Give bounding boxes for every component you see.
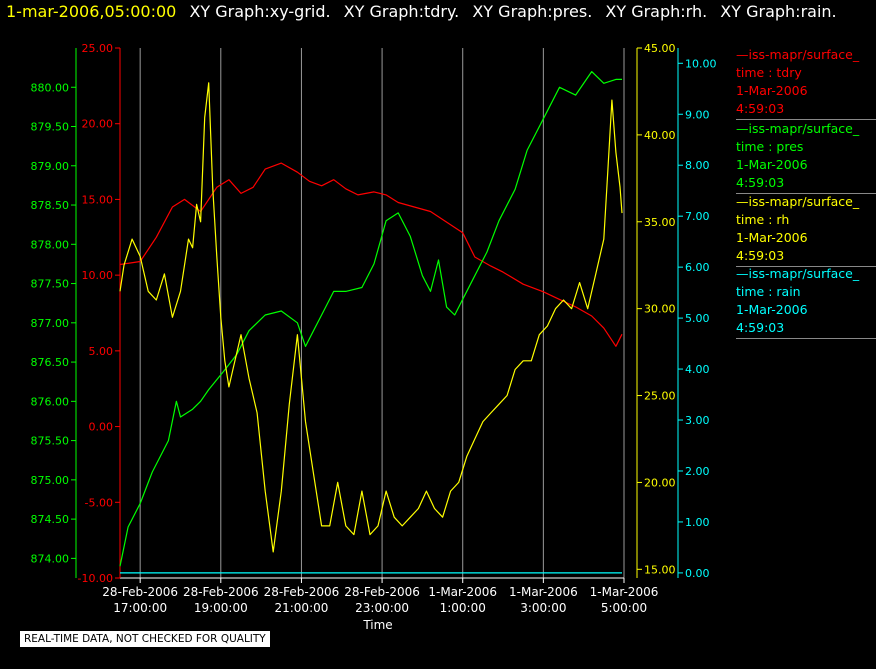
pres-tick-label: 879.50 — [31, 121, 70, 134]
pres-tick-label: 875.00 — [31, 474, 70, 487]
pres-tick-label: 876.00 — [31, 395, 70, 408]
series-tdry-line — [119, 162, 623, 347]
chart-header: 1-mar-2006,05:00:00 XY Graph:xy-grid. XY… — [6, 2, 837, 21]
pres-tick-label: 874.00 — [31, 552, 70, 565]
header-graph-rh: XY Graph:rh. — [605, 2, 708, 21]
rain-tick-label: 5.00 — [685, 312, 710, 325]
rh-tick-label: 15.00 — [644, 563, 676, 576]
pres-tick-label: 880.00 — [31, 81, 70, 94]
tdry-tick-label: 10.00 — [82, 269, 114, 282]
x-tick-label: 19:00:00 — [194, 601, 248, 615]
header-graph-tdry: XY Graph:tdry. — [343, 2, 460, 21]
rain-tick-label: 8.00 — [685, 159, 710, 172]
legend-var: time : rh — [736, 212, 790, 227]
tdry-tick-label: -10.00 — [78, 572, 113, 585]
pres-tick-label: 877.00 — [31, 317, 70, 330]
legend-divider — [736, 338, 876, 339]
rain-tick-label: 2.00 — [685, 465, 710, 478]
rh-tick-label: 35.00 — [644, 216, 676, 229]
pres-tick-label: 878.00 — [31, 238, 70, 251]
legend-var: time : rain — [736, 284, 801, 299]
legend-entry-rh: —iss-mapr/surface_ time : rh 1-Mar-2006 … — [736, 193, 876, 267]
x-tick-label: 23:00:00 — [355, 601, 409, 615]
legend-time: 4:59:03 — [736, 175, 785, 190]
legend-name: iss-mapr/surface_ — [748, 121, 860, 136]
rh-tick-label: 30.00 — [644, 303, 676, 316]
rain-tick-label: 10.00 — [685, 57, 717, 70]
legend-var: time : tdry — [736, 65, 802, 80]
legend-time: 4:59:03 — [736, 320, 785, 335]
legend-name: iss-mapr/surface_ — [748, 266, 860, 281]
pres-tick-label: 878.50 — [31, 199, 70, 212]
legend-entry-tdry: —iss-mapr/surface_ time : tdry 1-Mar-200… — [736, 46, 876, 120]
legend-var: time : pres — [736, 139, 804, 154]
rain-tick-label: 1.00 — [685, 516, 710, 529]
rh-tick-label: 25.00 — [644, 390, 676, 403]
header-graph-pres: XY Graph:pres. — [472, 2, 593, 21]
rain-tick-label: 3.00 — [685, 414, 710, 427]
legend-date: 1-Mar-2006 — [736, 230, 808, 245]
rain-tick-label: 9.00 — [685, 108, 710, 121]
x-tick-label: 28-Feb-2006 — [344, 585, 420, 599]
x-tick-label: 28-Feb-2006 — [264, 585, 340, 599]
rh-tick-label: 40.00 — [644, 129, 676, 142]
header-graph-rain: XY Graph:rain. — [720, 2, 837, 21]
x-axis-label: Time — [362, 618, 392, 632]
legend-divider — [736, 266, 876, 267]
x-tick-label: 1:00:00 — [440, 601, 486, 615]
header-datetime: 1-mar-2006,05:00:00 — [6, 2, 177, 21]
rain-tick-label: 4.00 — [685, 363, 710, 376]
series-pres-line — [119, 70, 622, 567]
x-tick-label: 17:00:00 — [113, 601, 167, 615]
tdry-tick-label: -5.00 — [85, 496, 113, 509]
legend-date: 1-Mar-2006 — [736, 302, 808, 317]
rain-tick-label: 7.00 — [685, 210, 710, 223]
legend-entry-rain: —iss-mapr/surface_ time : rain 1-Mar-200… — [736, 265, 876, 339]
series-rh-line — [119, 82, 623, 553]
tdry-tick-label: 5.00 — [89, 345, 114, 358]
tdry-tick-label: 0.00 — [89, 421, 114, 434]
pres-tick-label: 877.50 — [31, 278, 70, 291]
legend-entry-pres: —iss-mapr/surface_ time : pres 1-Mar-200… — [736, 120, 876, 194]
legend-divider — [736, 193, 876, 194]
x-tick-label: 5:00:00 — [601, 601, 647, 615]
pres-tick-label: 879.00 — [31, 160, 70, 173]
x-tick-label: 3:00:00 — [520, 601, 566, 615]
pres-tick-label: 874.50 — [31, 513, 70, 526]
legend-divider — [736, 119, 876, 120]
legend-name: iss-mapr/surface_ — [748, 47, 860, 62]
legend-time: 4:59:03 — [736, 248, 785, 263]
header-graph-xy-grid: XY Graph:xy-grid. — [189, 2, 331, 21]
rain-tick-label: 6.00 — [685, 261, 710, 274]
tdry-tick-label: 20.00 — [82, 118, 114, 131]
legend-name: iss-mapr/surface_ — [748, 194, 860, 209]
rh-tick-label: 20.00 — [644, 476, 676, 489]
tdry-tick-label: 15.00 — [82, 193, 114, 206]
x-tick-label: 1-Mar-2006 — [509, 585, 578, 599]
legend-date: 1-Mar-2006 — [736, 157, 808, 172]
rh-tick-label: 45.00 — [644, 42, 676, 55]
x-tick-label: 1-Mar-2006 — [428, 585, 497, 599]
x-tick-label: 21:00:00 — [274, 601, 328, 615]
pres-tick-label: 876.50 — [31, 356, 70, 369]
x-tick-label: 28-Feb-2006 — [183, 585, 259, 599]
x-tick-label: 1-Mar-2006 — [590, 585, 659, 599]
x-tick-label: 28-Feb-2006 — [102, 585, 178, 599]
legend-date: 1-Mar-2006 — [736, 83, 808, 98]
pres-tick-label: 875.50 — [31, 435, 70, 448]
rain-tick-label: 0.00 — [685, 567, 710, 580]
legend-time: 4:59:03 — [736, 101, 785, 116]
quality-notice: REAL-TIME DATA, NOT CHECKED FOR QUALITY — [20, 631, 270, 647]
tdry-tick-label: 25.00 — [82, 42, 114, 55]
